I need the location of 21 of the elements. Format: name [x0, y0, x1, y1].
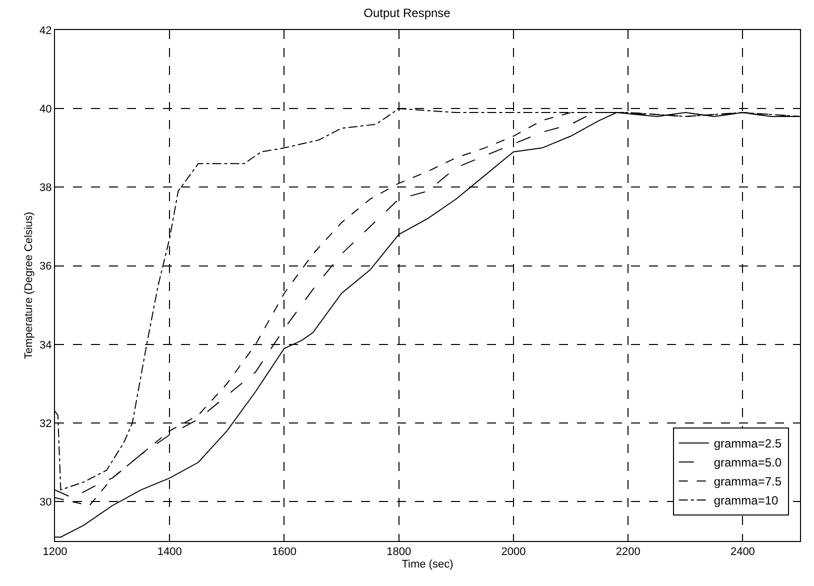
- x-tick-label: 2000: [501, 546, 526, 558]
- legend-label: gramma=2.5: [714, 436, 782, 451]
- x-tick-label: 1200: [42, 546, 68, 558]
- y-axis-title: Temperature (Degree Celsius): [23, 212, 36, 360]
- x-tick-label: 1600: [272, 546, 296, 558]
- legend-label: gramma=7.5: [714, 474, 782, 489]
- y-tick-label: 34: [40, 339, 52, 352]
- x-tick-label: 1800: [386, 546, 412, 558]
- chart-title: Output Respnse: [364, 6, 451, 20]
- x-tick-label: 2200: [616, 546, 640, 558]
- y-tick-label: 30: [40, 496, 52, 509]
- legend-label: gramma=5.0: [714, 456, 782, 470]
- y-tick-label: 38: [40, 182, 52, 194]
- y-tick-label: 42: [40, 24, 52, 37]
- y-tick-label: 36: [40, 260, 52, 273]
- x-tick-label: 2400: [730, 546, 755, 558]
- y-tick-label: 40: [40, 103, 52, 116]
- x-axis-title: Time (sec): [402, 558, 454, 570]
- x-tick-label: 1400: [157, 546, 182, 558]
- y-tick-label: 32: [40, 418, 52, 430]
- legend-label: gramma=10: [714, 494, 779, 508]
